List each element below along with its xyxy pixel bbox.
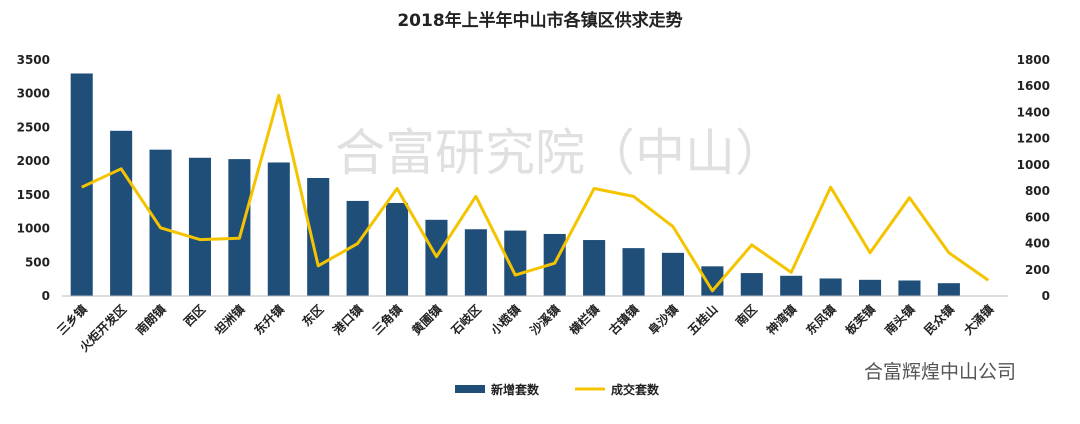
x-tick-label: 东升镇: [251, 302, 287, 338]
x-tick-label: 黄圃镇: [409, 302, 445, 338]
y2-tick-label: 1600: [1017, 79, 1050, 93]
line: [81, 93, 990, 293]
x-tick-label: 南区: [732, 302, 760, 330]
x-tick-label: 三角镇: [369, 302, 405, 338]
bar: [740, 273, 763, 296]
x-tick-label: 小榄镇: [487, 302, 523, 338]
x-tick-label: 板芙镇: [842, 302, 878, 338]
y2-tick-label: 1800: [1017, 53, 1050, 67]
x-tick-label: 南朗镇: [133, 302, 169, 338]
y2-tick-label: 1400: [1017, 105, 1050, 119]
x-tick-label: 西区: [181, 302, 208, 329]
x-tick-label: 大涌镇: [960, 302, 996, 338]
x-tick-label: 坦洲镇: [211, 302, 247, 338]
bar: [267, 162, 290, 296]
y-tick-label: 1500: [17, 188, 50, 202]
bar: [622, 248, 645, 296]
y2-tick-label: 1200: [1017, 132, 1050, 146]
y2-tick-label: 600: [1025, 210, 1050, 224]
y-tick-label: 1000: [17, 222, 50, 236]
x-tick-label: 东区: [299, 302, 327, 330]
legend-label: 新增套数: [491, 382, 540, 397]
bar: [70, 73, 93, 296]
bar: [188, 157, 211, 296]
bar: [701, 266, 724, 296]
bar: [543, 233, 566, 296]
y-tick-label: 2000: [17, 154, 50, 168]
watermark: 合富辉煌中山公司: [864, 361, 1016, 383]
y-tick-label: 0: [42, 289, 50, 303]
x-tick-label: 东凤镇: [803, 302, 839, 338]
bar: [859, 279, 882, 296]
bar: [504, 230, 527, 296]
bar: [386, 202, 409, 296]
y2-tick-label: 0: [1042, 289, 1050, 303]
bar: [346, 200, 369, 296]
legend-swatch: [455, 385, 485, 393]
y2-tick-label: 400: [1025, 237, 1050, 251]
y2-tick-label: 1000: [1017, 158, 1050, 172]
bar: [110, 130, 133, 296]
watermark: 合富研究院（中山）: [335, 124, 785, 182]
x-tick-label: 五桂山: [684, 302, 720, 338]
y-tick-label: 500: [25, 255, 50, 269]
x-tick-label: 横栏镇: [566, 302, 602, 338]
bar: [228, 159, 251, 296]
bar: [898, 280, 921, 296]
chart-title: 2018年上半年中山市各镇区供求走势: [397, 10, 682, 31]
bar: [583, 240, 606, 296]
x-tick-label: 石岐区: [447, 302, 484, 339]
bar: [937, 283, 960, 296]
y2-tick-label: 800: [1025, 184, 1050, 198]
x-tick-label: 神湾镇: [763, 302, 799, 338]
x-tick-label: 港口镇: [330, 302, 366, 338]
x-tick-label: 阜沙镇: [645, 302, 681, 338]
x-tick-label: 南头镇: [882, 302, 918, 338]
x-tick-label: 沙溪镇: [527, 302, 563, 338]
x-tick-label: 三乡镇: [54, 302, 90, 338]
y-tick-label: 3000: [17, 87, 50, 101]
bar: [307, 178, 330, 296]
y2-tick-label: 200: [1025, 263, 1050, 277]
x-tick-label: 民众镇: [921, 302, 957, 338]
bar: [661, 252, 684, 296]
bar: [149, 149, 172, 296]
bar: [464, 229, 487, 296]
x-tick-label: 古镇镇: [606, 302, 642, 338]
legend-label: 成交套数: [611, 382, 660, 397]
bar: [780, 275, 803, 296]
bar: [819, 278, 842, 296]
y-tick-label: 3500: [17, 53, 50, 67]
y-tick-label: 2500: [17, 120, 50, 134]
